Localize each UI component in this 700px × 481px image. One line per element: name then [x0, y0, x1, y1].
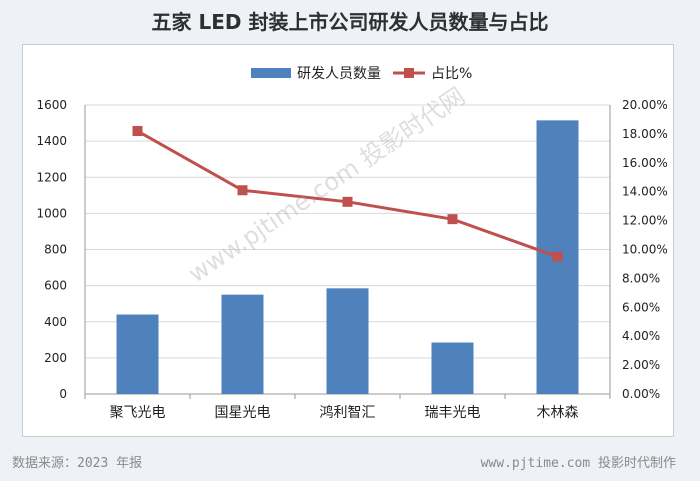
- y-right-tick-label: 20.00%: [622, 98, 668, 112]
- line-marker: [237, 185, 248, 196]
- y-left-tick-label: 800: [44, 243, 67, 257]
- y-right-tick-label: 18.00%: [622, 127, 668, 141]
- y-right-tick-label: 12.00%: [622, 214, 668, 228]
- x-tick-label: 聚飞光电: [110, 405, 166, 421]
- y-left-tick-label: 1400: [36, 134, 67, 148]
- legend-marker-line: [404, 68, 414, 78]
- y-right-tick-label: 8.00%: [622, 271, 660, 285]
- y-left-tick-label: 1200: [36, 170, 67, 184]
- line-marker: [447, 214, 458, 225]
- line-marker: [132, 126, 143, 137]
- credit-text: www.pjtime.com 投影时代制作: [480, 456, 676, 471]
- x-tick-label: 木林森: [537, 405, 579, 421]
- y-right-tick-label: 2.00%: [622, 358, 660, 372]
- bar: [431, 342, 474, 394]
- bar: [326, 288, 369, 394]
- y-left-tick-label: 400: [44, 315, 67, 329]
- y-right-tick-label: 0.00%: [622, 387, 660, 401]
- legend-swatch-bar: [251, 68, 291, 78]
- bar: [116, 314, 159, 394]
- line-marker: [552, 251, 563, 262]
- y-left-tick-label: 0: [59, 387, 67, 401]
- y-left-tick-label: 200: [44, 351, 67, 365]
- percentage-line: [136, 129, 559, 259]
- y-right-tick-label: 4.00%: [622, 329, 660, 343]
- y-left-tick-label: 1000: [36, 206, 67, 220]
- legend-label-line: 占比%: [431, 66, 472, 82]
- line-marker: [342, 196, 353, 207]
- x-tick-label: 国星光电: [215, 405, 271, 421]
- data-source: 数据来源：2023 年报: [12, 456, 143, 471]
- chart-title: 五家 LED 封装上市公司研发人员数量与占比: [151, 10, 549, 34]
- y-right-tick-label: 16.00%: [622, 156, 668, 170]
- legend-label-bar: 研发人员数量: [297, 66, 381, 82]
- y-right-tick-label: 14.00%: [622, 185, 668, 199]
- x-tick-label: 鸿利智汇: [320, 404, 376, 421]
- x-tick-label: 瑞丰光电: [425, 405, 481, 421]
- y-right-tick-label: 10.00%: [622, 243, 668, 257]
- y-left-tick-label: 1600: [36, 98, 67, 112]
- y-right-tick-label: 6.00%: [622, 300, 660, 314]
- y-left-tick-label: 600: [44, 279, 67, 293]
- bar: [221, 294, 264, 394]
